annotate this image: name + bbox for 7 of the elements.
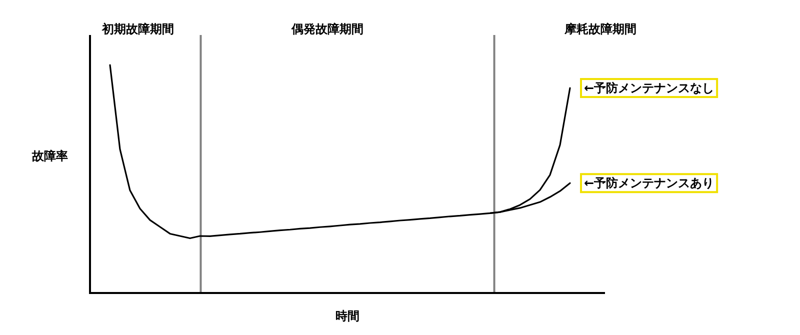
y-axis-title: 故障率 [31, 149, 68, 163]
text: 偶発故障期間 [290, 22, 364, 36]
series-label: ←予防メンテナンスなし [584, 81, 714, 96]
x-axis-title: 時間 [336, 309, 360, 323]
text: 摩耗故障期間 [563, 22, 636, 36]
series-label: ←予防メンテナンスあり [584, 176, 714, 190]
text: 初期故障期間 [101, 22, 174, 36]
